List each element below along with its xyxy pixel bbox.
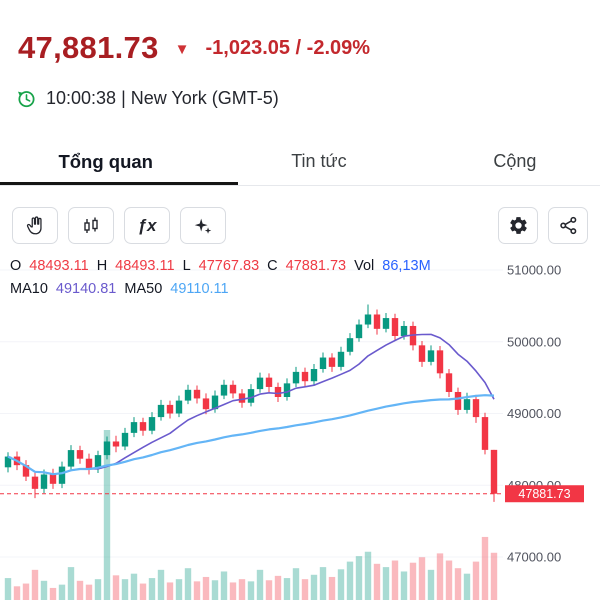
share-icon [558, 215, 579, 236]
low-label: L [182, 258, 191, 274]
session-time: 10:00:38 | New York (GMT-5) [46, 88, 279, 108]
ma50-label: MA50 [124, 281, 163, 297]
price-change: -1,023.05 / -2.09% [205, 36, 371, 59]
price-value: 47,881.73 [18, 30, 159, 65]
ma-legend: MA10 49140.81 MA50 49110.11 [10, 281, 229, 297]
fx-icon: ƒx [137, 215, 157, 235]
active-tab-underline [0, 182, 238, 185]
svg-text:50000.00: 50000.00 [507, 334, 561, 349]
tab-overview[interactable]: Tổng quan [58, 150, 153, 172]
gear-icon [508, 215, 529, 236]
chart-toolbar: ƒx [12, 207, 226, 244]
svg-text:49000.00: 49000.00 [507, 406, 561, 421]
close-label: C [267, 258, 278, 274]
settings-button[interactable] [498, 207, 538, 244]
svg-text:51000.00: 51000.00 [507, 263, 561, 278]
tab-bar: Tổng quan Tin tức Cộng [0, 138, 600, 186]
pan-tool-button[interactable] [12, 207, 58, 244]
sparkle-icon [192, 215, 214, 237]
session-clock-icon [16, 88, 37, 109]
ma10-label: MA10 [10, 281, 48, 297]
share-button[interactable] [548, 207, 588, 244]
indicators-button[interactable] [68, 207, 114, 244]
session-row: 10:00:38 | New York (GMT-5) [16, 88, 279, 109]
magic-tools-button[interactable] [180, 207, 226, 244]
function-button[interactable]: ƒx [124, 207, 170, 244]
svg-text:47881.73: 47881.73 [518, 487, 570, 501]
close-value: 47881.73 [285, 258, 347, 274]
tab-community[interactable]: Cộng [493, 151, 537, 171]
volume-label: Vol [354, 258, 375, 274]
tab-news[interactable]: Tin tức [291, 151, 347, 171]
down-triangle-icon: ▼ [174, 41, 190, 58]
hand-icon [24, 215, 46, 237]
volume-value: 86,13M [382, 258, 431, 274]
chart-toolbar-right [498, 207, 588, 244]
svg-text:47000.00: 47000.00 [507, 550, 561, 565]
open-label: O [10, 258, 22, 274]
ohlc-legend: O 48493.11 H 48493.11 L 47767.83 C 47881… [10, 258, 431, 274]
low-value: 47767.83 [198, 258, 260, 274]
high-value: 48493.11 [115, 258, 175, 274]
price-chart[interactable]: 51000.0050000.0049000.0048000.0047000.00… [0, 252, 600, 600]
open-value: 48493.11 [29, 258, 89, 274]
candlestick-icon [80, 215, 102, 237]
high-label: H [96, 258, 108, 274]
price-header: 47,881.73 ▼ -1,023.05 / -2.09% [18, 30, 370, 66]
ma50-value: 49110.11 [170, 281, 229, 297]
ma10-value: 49140.81 [55, 281, 117, 297]
